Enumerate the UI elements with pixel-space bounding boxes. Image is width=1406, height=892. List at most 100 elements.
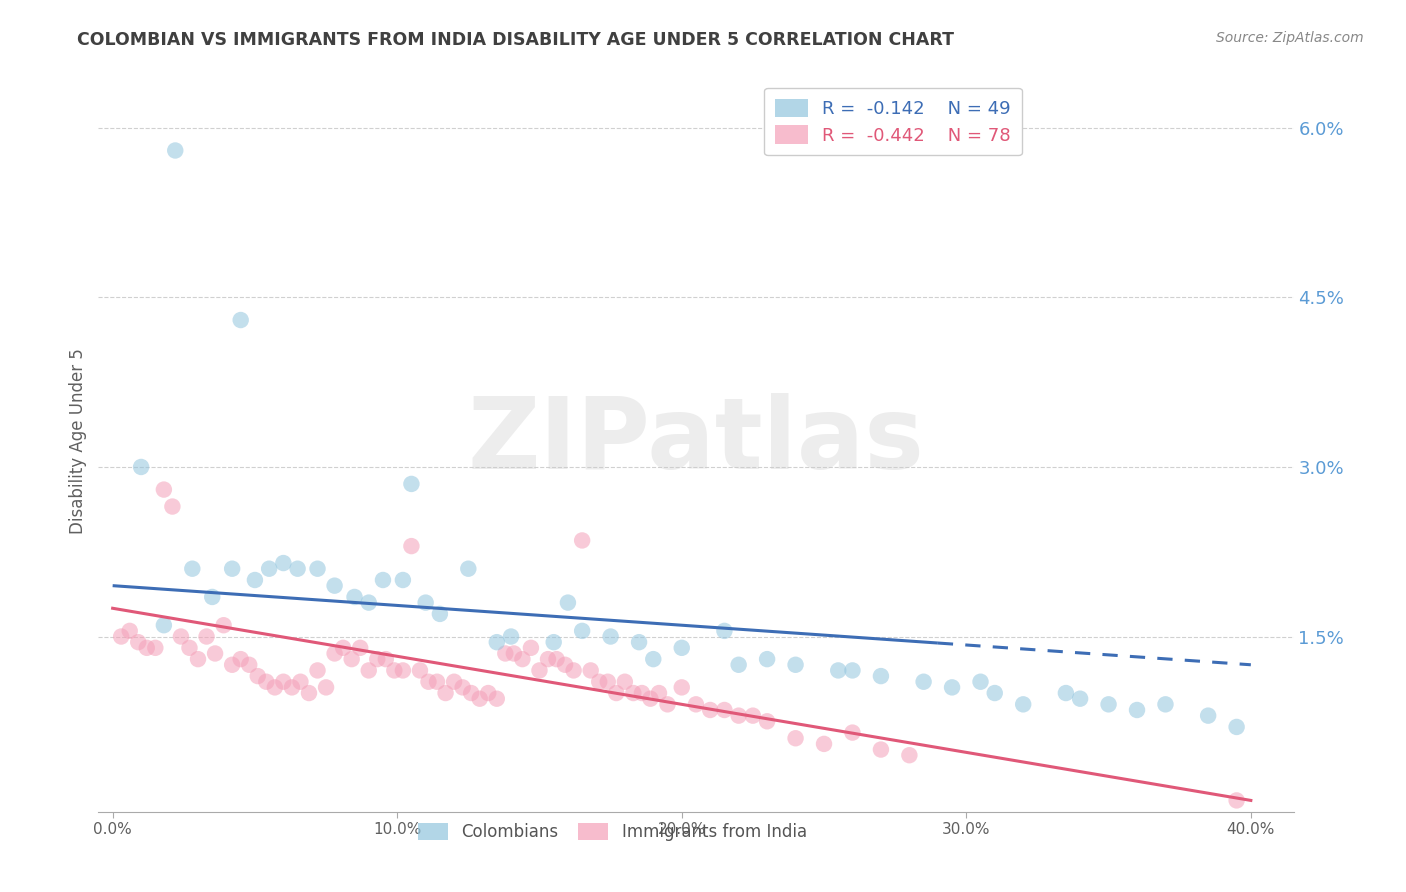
- Point: [181, 562, 204, 576]
- Point: [170, 630, 193, 644]
- Point: [443, 674, 465, 689]
- Point: [238, 657, 260, 672]
- Point: [713, 624, 735, 638]
- Point: [657, 698, 679, 712]
- Point: [357, 664, 380, 678]
- Point: [357, 596, 380, 610]
- Point: [273, 556, 295, 570]
- Point: [571, 533, 593, 548]
- Point: [371, 573, 394, 587]
- Y-axis label: Disability Age Under 5: Disability Age Under 5: [69, 349, 87, 534]
- Point: [727, 657, 749, 672]
- Point: [596, 674, 619, 689]
- Point: [460, 686, 482, 700]
- Point: [187, 652, 209, 666]
- Point: [221, 657, 243, 672]
- Point: [1226, 793, 1249, 807]
- Point: [221, 562, 243, 576]
- Point: [457, 562, 479, 576]
- Point: [1197, 708, 1219, 723]
- Point: [969, 674, 991, 689]
- Point: [640, 691, 662, 706]
- Point: [468, 691, 491, 706]
- Point: [434, 686, 457, 700]
- Point: [110, 630, 132, 644]
- Point: [494, 647, 516, 661]
- Point: [254, 674, 277, 689]
- Point: [243, 573, 266, 587]
- Point: [813, 737, 835, 751]
- Point: [201, 590, 224, 604]
- Point: [162, 500, 184, 514]
- Point: [307, 562, 329, 576]
- Point: [401, 477, 423, 491]
- Point: [571, 624, 593, 638]
- Point: [912, 674, 935, 689]
- Point: [554, 657, 576, 672]
- Point: [588, 674, 610, 689]
- Point: [212, 618, 235, 632]
- Point: [699, 703, 721, 717]
- Point: [827, 664, 849, 678]
- Point: [332, 640, 354, 655]
- Point: [246, 669, 269, 683]
- Point: [298, 686, 321, 700]
- Point: [727, 708, 749, 723]
- Point: [741, 708, 763, 723]
- Point: [165, 144, 187, 158]
- Text: ZIPatlas: ZIPatlas: [468, 393, 924, 490]
- Point: [671, 640, 693, 655]
- Point: [1012, 698, 1035, 712]
- Point: [129, 460, 152, 475]
- Point: [941, 681, 963, 695]
- Point: [1097, 698, 1119, 712]
- Point: [290, 674, 312, 689]
- Point: [870, 669, 893, 683]
- Point: [263, 681, 285, 695]
- Point: [418, 674, 440, 689]
- Point: [340, 652, 363, 666]
- Point: [287, 562, 309, 576]
- Point: [648, 686, 671, 700]
- Point: [562, 664, 585, 678]
- Point: [756, 714, 779, 729]
- Point: [605, 686, 627, 700]
- Point: [613, 674, 636, 689]
- Point: [143, 640, 166, 655]
- Point: [153, 618, 176, 632]
- Point: [281, 681, 304, 695]
- Point: [631, 686, 654, 700]
- Point: [477, 686, 499, 700]
- Point: [179, 640, 201, 655]
- Point: [118, 624, 141, 638]
- Point: [229, 313, 252, 327]
- Point: [984, 686, 1007, 700]
- Point: [429, 607, 451, 621]
- Point: [599, 630, 621, 644]
- Point: [485, 635, 508, 649]
- Text: COLOMBIAN VS IMMIGRANTS FROM INDIA DISABILITY AGE UNDER 5 CORRELATION CHART: COLOMBIAN VS IMMIGRANTS FROM INDIA DISAB…: [77, 31, 955, 49]
- Point: [713, 703, 735, 717]
- Point: [1226, 720, 1249, 734]
- Point: [643, 652, 665, 666]
- Point: [451, 681, 474, 695]
- Point: [409, 664, 432, 678]
- Point: [512, 652, 534, 666]
- Point: [1054, 686, 1077, 700]
- Point: [392, 573, 415, 587]
- Point: [415, 596, 437, 610]
- Point: [546, 652, 568, 666]
- Point: [579, 664, 602, 678]
- Point: [204, 647, 226, 661]
- Point: [841, 725, 863, 739]
- Point: [671, 681, 693, 695]
- Point: [401, 539, 423, 553]
- Point: [195, 630, 218, 644]
- Point: [382, 664, 405, 678]
- Point: [127, 635, 149, 649]
- Point: [153, 483, 176, 497]
- Point: [870, 742, 893, 756]
- Point: [349, 640, 371, 655]
- Point: [307, 664, 329, 678]
- Point: [785, 731, 807, 746]
